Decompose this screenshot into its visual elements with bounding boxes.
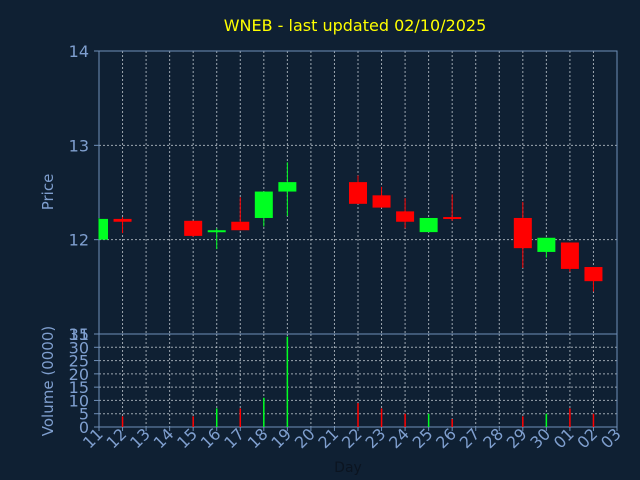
- candle-body: [560, 242, 579, 269]
- candle: [584, 267, 603, 292]
- volume-tick-label: 10: [69, 391, 89, 410]
- candle: [278, 162, 297, 217]
- candle-body: [513, 217, 532, 249]
- volume-tick-label: 30: [69, 338, 89, 357]
- candle-body: [113, 218, 132, 222]
- price-tick-label: 13: [69, 136, 89, 155]
- candle-body: [372, 195, 391, 208]
- volume-bar: [451, 419, 453, 427]
- candle-body: [419, 217, 438, 233]
- candle: [184, 220, 203, 237]
- candle-body: [349, 182, 367, 204]
- volume-bar: [121, 416, 124, 427]
- candle: [254, 191, 273, 227]
- price-tick-label: 12: [69, 231, 89, 250]
- candle: [443, 194, 462, 221]
- volume-tick-label: 0: [79, 418, 89, 437]
- candle-body: [278, 182, 297, 192]
- volume-bar: [215, 408, 218, 427]
- volume-bar: [380, 408, 383, 427]
- candle-body: [396, 211, 415, 222]
- candle: [560, 242, 579, 272]
- volume-bar: [427, 413, 430, 427]
- volume-bar: [522, 416, 524, 427]
- candle: [396, 198, 415, 229]
- candle: [537, 237, 556, 258]
- volume-tick-label: 25: [69, 352, 89, 371]
- day-axis-label: Day: [334, 460, 362, 476]
- volume-tick-label: 5: [79, 405, 89, 424]
- candle-body: [537, 237, 556, 252]
- volume-bar: [263, 397, 265, 427]
- volume-axis-label: Volume (0000): [39, 326, 57, 436]
- candle: [372, 186, 391, 208]
- volume-bar: [404, 413, 406, 427]
- candle: [231, 197, 250, 231]
- volume-tick-label: 20: [69, 365, 89, 384]
- volume-tick-label: 35: [69, 325, 89, 344]
- candle-body: [584, 267, 603, 282]
- candle: [113, 217, 132, 234]
- candle-body: [443, 217, 462, 220]
- volume-tick-label: 15: [69, 378, 89, 397]
- volume-bar: [239, 408, 242, 427]
- price-tick-label: 14: [69, 42, 89, 61]
- candle-body: [231, 221, 250, 231]
- volume-bar: [357, 403, 359, 427]
- chart-title: WNEB - last updated 02/10/2025: [224, 16, 487, 35]
- price-tick-label: 11: [69, 325, 89, 344]
- candle: [419, 217, 438, 233]
- candle-body: [184, 220, 203, 236]
- candle: [513, 201, 532, 268]
- volume-bar: [192, 416, 194, 427]
- volume-bar: [592, 413, 595, 427]
- candle: [207, 228, 226, 250]
- volume-bar: [569, 408, 571, 427]
- candle-body: [99, 218, 108, 240]
- candle: [349, 175, 367, 204]
- volume-bar: [545, 413, 548, 427]
- candle-body: [207, 230, 226, 233]
- price-axis-label: Price: [39, 174, 57, 211]
- volume-series: [121, 336, 595, 427]
- day-tick-labels: 1112131415161718192021222324252627282930…: [79, 424, 625, 452]
- volume-bar: [286, 336, 289, 427]
- candle-body: [254, 191, 273, 218]
- candlestick-series: [98, 162, 603, 292]
- candle: [98, 217, 108, 240]
